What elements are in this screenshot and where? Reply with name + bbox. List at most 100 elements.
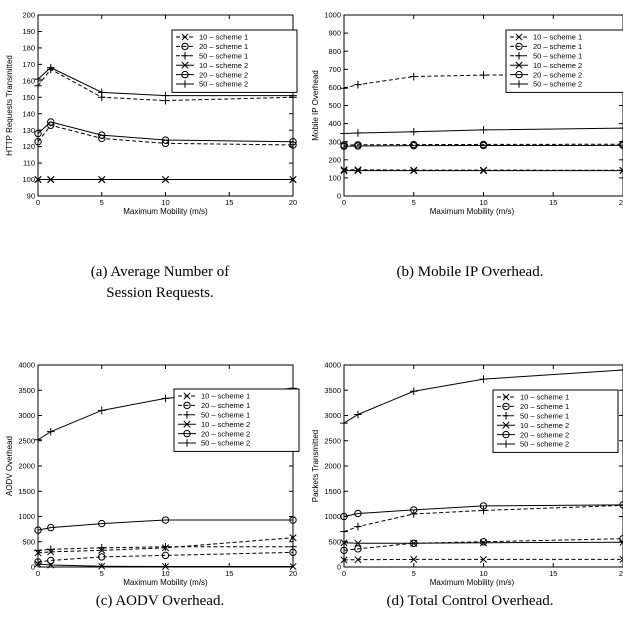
legend-label: 10 – scheme 2 xyxy=(520,421,569,430)
data-point xyxy=(410,506,418,514)
data-point xyxy=(289,534,297,542)
data-point xyxy=(479,71,488,79)
y-tick-label: 700 xyxy=(328,65,341,74)
y-tick-label: 300 xyxy=(328,137,341,146)
legend-marker xyxy=(183,420,191,428)
x-tick-label: 5 xyxy=(100,198,104,207)
data-point xyxy=(409,510,418,518)
data-point xyxy=(409,72,418,81)
legend-label: 10 – scheme 1 xyxy=(520,393,569,402)
y-tick-label: 4000 xyxy=(324,361,341,370)
data-point xyxy=(47,118,55,126)
data-point xyxy=(619,124,623,132)
legend-label: 20 – scheme 2 xyxy=(520,430,569,439)
data-point xyxy=(340,167,348,175)
data-point xyxy=(479,141,488,150)
data-point xyxy=(479,539,488,547)
legend-box xyxy=(171,29,298,93)
data-point xyxy=(354,556,362,564)
y-tick-label: 140 xyxy=(22,109,35,118)
legend-marker xyxy=(181,33,189,41)
x-tick-label: 20 xyxy=(289,569,297,578)
data-point xyxy=(98,519,106,528)
y-tick-label: 0 xyxy=(337,563,341,572)
y-tick-label: 3000 xyxy=(324,411,341,420)
legend-marker xyxy=(515,61,523,69)
y-tick-label: 160 xyxy=(22,76,35,85)
data-point xyxy=(340,546,348,555)
series-line xyxy=(37,546,293,551)
y-tick-label: 1500 xyxy=(18,487,35,496)
legend-label: 20 – scheme 1 xyxy=(199,42,248,51)
y-tick-label: 180 xyxy=(22,44,35,53)
legend-marker xyxy=(181,70,189,79)
legend-label: 20 – scheme 2 xyxy=(201,429,250,438)
data-point xyxy=(479,502,488,510)
legend-marker xyxy=(502,393,510,401)
x-tick-label: 10 xyxy=(479,198,487,207)
data-point xyxy=(619,555,623,563)
data-point xyxy=(340,556,348,564)
data-point xyxy=(479,555,488,563)
x-tick-label: 5 xyxy=(412,198,416,207)
x-tick-label: 20 xyxy=(289,198,297,207)
caption-c: (c) AODV Overhead. xyxy=(96,593,224,609)
chart-total-control-overhead: 0 5 10 15 20 0 500 1000 1500 2000 2500 3000 3500 4000… xyxy=(311,361,623,587)
y-tick-label: 3500 xyxy=(324,386,341,395)
chart-mobile-ip-overhead: 0510152001002003004005006007008009001000… xyxy=(311,11,623,216)
legend-label: 50 – scheme 1 xyxy=(201,411,250,420)
data-point xyxy=(34,138,42,146)
y-axis-label: AODV Overhead xyxy=(5,436,14,496)
data-point xyxy=(161,136,170,144)
data-point xyxy=(619,167,623,175)
data-point xyxy=(98,175,106,184)
y-axis-label: Mobile IP Overhead xyxy=(311,70,320,141)
legend-label: 20 – scheme 1 xyxy=(533,42,582,51)
data-point xyxy=(34,175,42,184)
series-line xyxy=(37,537,294,554)
data-point xyxy=(97,544,106,552)
data-point xyxy=(409,387,418,396)
data-point xyxy=(340,539,348,547)
data-point xyxy=(47,556,55,565)
data-point xyxy=(479,126,488,134)
y-tick-label: 500 xyxy=(328,101,341,110)
x-tick-label: 20 xyxy=(619,569,623,578)
data-point xyxy=(34,75,42,83)
caption-a-line1: (a) Average Number of xyxy=(91,264,229,280)
y-tick-label: 1000 xyxy=(324,11,341,20)
series-line xyxy=(343,558,623,561)
data-point xyxy=(340,129,348,138)
data-point xyxy=(46,63,55,72)
legend-box xyxy=(505,29,623,93)
x-axis-label: Maximum Mobility (m/s) xyxy=(430,578,515,587)
data-point xyxy=(34,546,42,555)
series-line xyxy=(343,73,623,89)
y-tick-label: 120 xyxy=(22,142,35,151)
data-point xyxy=(98,562,106,570)
data-point xyxy=(34,560,42,568)
y-tick-label: 2000 xyxy=(18,462,35,471)
legend-marker xyxy=(515,80,523,88)
y-tick-label: 2000 xyxy=(324,462,341,471)
data-point xyxy=(340,166,348,174)
y-tick-label: 2500 xyxy=(324,436,341,445)
legend-marker xyxy=(515,70,523,79)
y-tick-label: 0 xyxy=(31,563,35,572)
legend-marker xyxy=(181,42,189,51)
y-tick-label: 150 xyxy=(22,93,35,102)
data-point xyxy=(161,562,170,571)
y-tick-label: 500 xyxy=(328,537,341,546)
data-point xyxy=(410,167,418,175)
legend-label: 10 – scheme 1 xyxy=(201,392,250,401)
x-tick-label: 15 xyxy=(225,198,233,207)
legend-marker xyxy=(183,439,191,447)
data-point xyxy=(161,543,170,551)
x-tick-label: 15 xyxy=(549,569,557,578)
data-point xyxy=(289,91,297,100)
legend-label: 20 – scheme 2 xyxy=(199,70,248,79)
x-tick-label: 0 xyxy=(36,198,40,207)
x-tick-label: 0 xyxy=(36,569,40,578)
legend-marker xyxy=(515,33,523,41)
